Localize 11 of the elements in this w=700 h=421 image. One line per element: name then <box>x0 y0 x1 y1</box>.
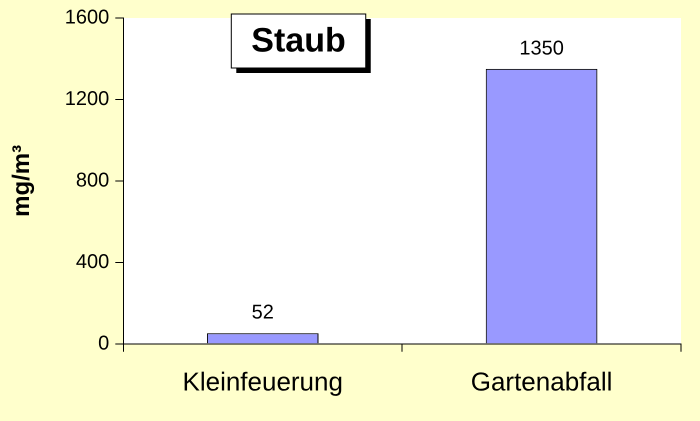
chart-title: Staub <box>251 21 346 60</box>
y-axis-title: mg/m³ <box>8 144 36 217</box>
y-tick-label: 0 <box>98 332 110 354</box>
data-label: 52 <box>252 302 274 324</box>
x-tick-label: Gartenabfall <box>470 366 612 397</box>
y-tick-label: 400 <box>76 250 110 273</box>
x-tick-label: Kleinfeuerung <box>182 366 343 397</box>
data-label: 1350 <box>519 37 564 60</box>
y-tick-label: 800 <box>76 169 110 192</box>
y-tick-label: 1200 <box>64 88 110 110</box>
y-tick-label: 1600 <box>64 6 110 29</box>
